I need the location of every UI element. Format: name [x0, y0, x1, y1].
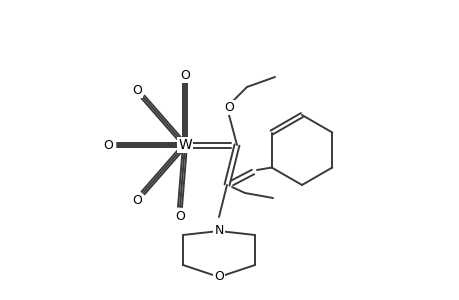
Text: O: O: [132, 194, 142, 208]
Text: O: O: [213, 271, 224, 284]
Text: N: N: [214, 224, 223, 238]
Text: O: O: [179, 68, 190, 82]
Text: O: O: [132, 83, 142, 97]
Text: O: O: [175, 209, 185, 223]
Text: O: O: [103, 139, 113, 152]
Text: W: W: [178, 138, 191, 152]
Text: O: O: [224, 100, 234, 113]
